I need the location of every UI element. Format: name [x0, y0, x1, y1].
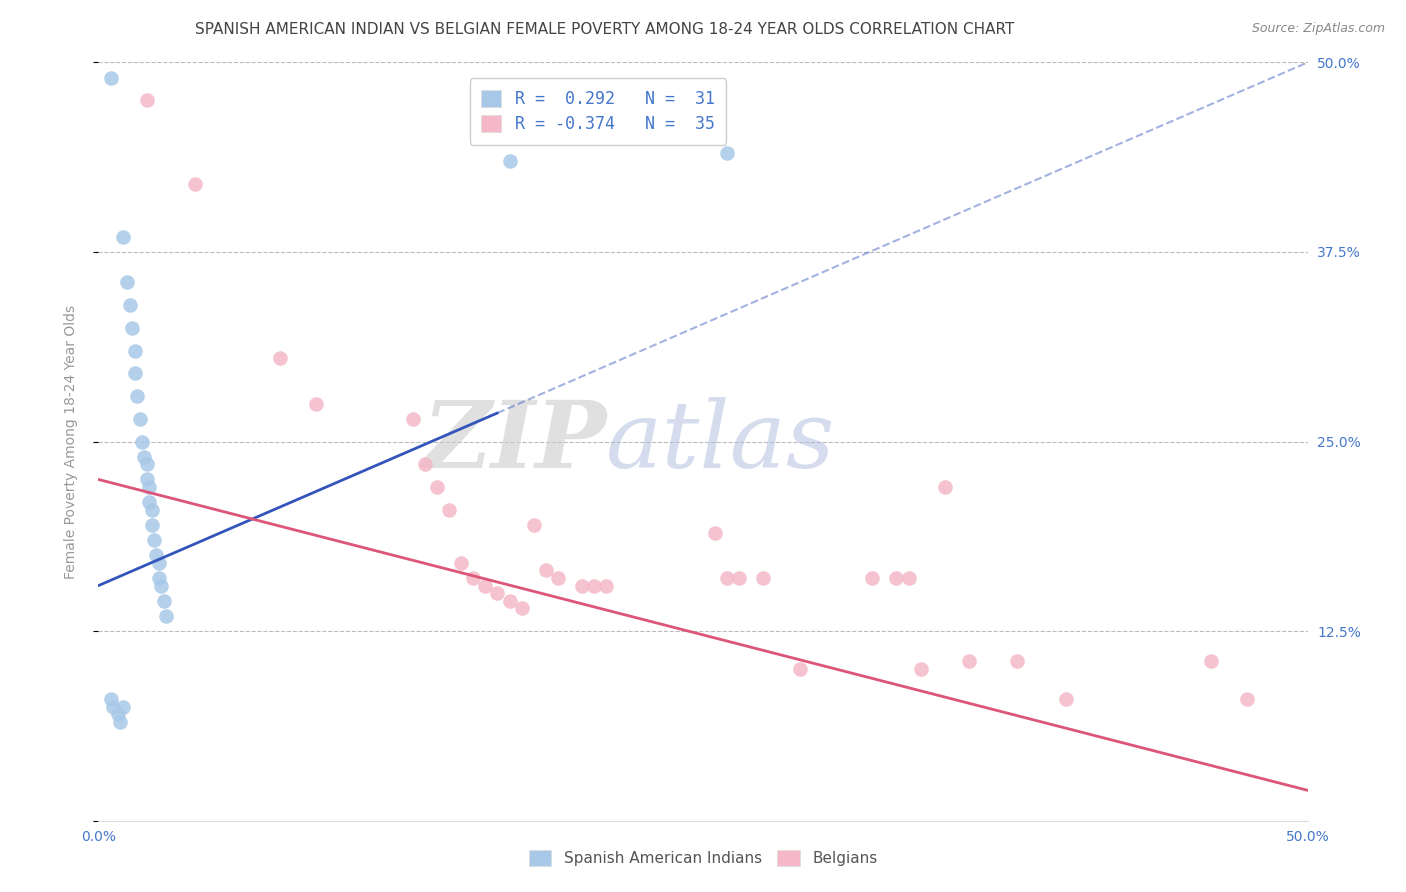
Point — [124, 343, 146, 358]
Point — [402, 412, 425, 426]
Point — [101, 699, 124, 714]
Point — [523, 517, 546, 532]
Point — [498, 153, 520, 168]
Point — [437, 503, 460, 517]
Point — [704, 525, 727, 540]
Point — [498, 594, 520, 608]
Text: ZIP: ZIP — [422, 397, 606, 486]
Point — [1236, 692, 1258, 706]
Point — [474, 579, 496, 593]
Point — [269, 351, 291, 366]
Point — [571, 579, 593, 593]
Point — [934, 480, 956, 494]
Point — [897, 571, 920, 585]
Text: SPANISH AMERICAN INDIAN VS BELGIAN FEMALE POVERTY AMONG 18-24 YEAR OLDS CORRELAT: SPANISH AMERICAN INDIAN VS BELGIAN FEMAL… — [195, 22, 1014, 37]
Point — [100, 692, 122, 706]
Y-axis label: Female Poverty Among 18-24 Year Olds: Female Poverty Among 18-24 Year Olds — [63, 304, 77, 579]
Point — [152, 594, 174, 608]
Point — [463, 571, 485, 585]
Point — [127, 389, 149, 403]
Point — [426, 480, 449, 494]
Point — [124, 366, 146, 380]
Point — [957, 655, 980, 669]
Point — [150, 579, 173, 593]
Point — [486, 586, 509, 600]
Point — [413, 458, 436, 472]
Point — [107, 707, 129, 722]
Point — [450, 556, 472, 570]
Point — [108, 715, 131, 730]
Point — [1007, 655, 1029, 669]
Point — [534, 564, 557, 578]
Point — [789, 662, 811, 676]
Point — [135, 458, 157, 472]
Point — [184, 177, 207, 191]
Point — [128, 412, 150, 426]
Point — [860, 571, 883, 585]
Point — [728, 571, 751, 585]
Point — [1054, 692, 1077, 706]
Point — [305, 396, 328, 410]
Point — [752, 571, 775, 585]
Point — [111, 699, 134, 714]
Point — [100, 70, 122, 85]
Point — [117, 275, 139, 289]
Point — [138, 480, 160, 494]
Point — [111, 229, 134, 244]
Point — [118, 298, 141, 312]
Point — [595, 579, 617, 593]
Point — [910, 662, 932, 676]
Point — [547, 571, 569, 585]
Legend: Spanish American Indians, Belgians: Spanish American Indians, Belgians — [520, 842, 886, 873]
Point — [1199, 655, 1222, 669]
Point — [148, 556, 170, 570]
Point — [131, 434, 153, 449]
Point — [143, 533, 166, 548]
Point — [716, 571, 738, 585]
Point — [510, 601, 533, 615]
Point — [141, 517, 163, 532]
Point — [716, 146, 738, 161]
Point — [135, 473, 157, 487]
Point — [141, 503, 163, 517]
Point — [148, 571, 170, 585]
Point — [134, 450, 156, 464]
Point — [886, 571, 908, 585]
Point — [121, 320, 143, 334]
Text: atlas: atlas — [606, 397, 835, 486]
Point — [145, 548, 167, 563]
Point — [138, 495, 160, 509]
Point — [583, 579, 606, 593]
Point — [155, 608, 177, 623]
Text: Source: ZipAtlas.com: Source: ZipAtlas.com — [1251, 22, 1385, 36]
Point — [135, 94, 157, 108]
